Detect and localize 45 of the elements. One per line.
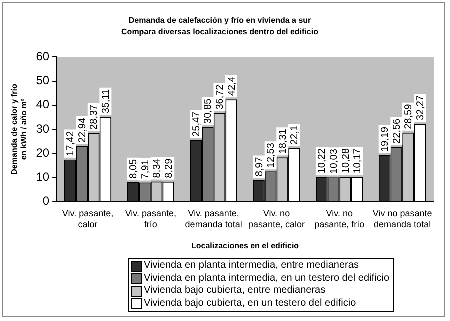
x-tick-label: Viv. pasante, frío <box>125 208 177 230</box>
legend-label: Vivienda bajo cubierta, entre medianeras <box>144 285 326 298</box>
data-label: 25,47 <box>191 111 202 137</box>
data-label: 7,91 <box>140 159 152 180</box>
data-label: 22,1 <box>290 125 301 146</box>
legend-label: Vivienda en planta intermedia, en un testero del edificio <box>144 272 390 285</box>
chart-subtitle: Compara diversas localizaciones dentro del edificio <box>122 28 319 37</box>
data-label: 10,03 <box>328 148 340 174</box>
data-label: 10,28 <box>340 148 352 174</box>
y-axis-title: Demanda de calor y frío en kWh / año m² <box>10 84 29 175</box>
y-tick-label: 30 <box>36 122 50 136</box>
data-label: 17,42 <box>66 130 77 156</box>
x-tick-label: Viv. pasante, calor <box>62 208 114 230</box>
data-label: 42,4 <box>226 76 238 96</box>
y-tick-label: 10 <box>36 170 50 184</box>
data-label: 10,17 <box>352 148 364 174</box>
y-tick-label: 40 <box>36 98 50 112</box>
data-label: 22,56 <box>392 118 403 144</box>
legend-label: Vivienda en planta intermedia, entre medianeras <box>144 260 359 272</box>
data-label: 36,72 <box>214 84 226 110</box>
y-tick-label: 60 <box>36 50 50 64</box>
data-label: 18,31 <box>278 128 289 154</box>
data-label: 22,94 <box>77 118 88 144</box>
x-tick-label: Viv. pasante, demanda total <box>185 208 242 230</box>
y-tick-label: 0 <box>42 194 50 208</box>
x-axis-title: Localizaciones en el edificio <box>191 241 300 250</box>
data-label: 19,19 <box>380 126 392 152</box>
y-tick-label: 50 <box>36 74 50 88</box>
data-label: 28,59 <box>404 104 415 130</box>
data-label: 35,11 <box>100 88 112 114</box>
data-label: 28,37 <box>89 104 100 130</box>
data-label: 8,05 <box>128 159 140 179</box>
x-tick-label: Viv. no pasante, frío <box>314 208 365 230</box>
legend-label: Vivienda bajo cubierta, en un testero del edificio <box>144 298 356 310</box>
data-label: 8,34 <box>152 158 164 178</box>
data-label: 12,53 <box>266 142 278 168</box>
data-label: 8,29 <box>164 158 175 178</box>
data-label: 30,85 <box>203 98 214 124</box>
chart-title: Demanda de calefacción y frío en vivienda a sur <box>128 16 312 26</box>
x-tick-label: Viv. no pasante, calor <box>248 208 305 230</box>
x-tick-label: Viv no pasante demanda total <box>372 208 432 230</box>
y-tick-label: 20 <box>36 146 50 160</box>
data-label: 8,97 <box>254 156 266 177</box>
data-label: 10,22 <box>317 148 328 174</box>
data-label: 32,27 <box>415 95 426 121</box>
